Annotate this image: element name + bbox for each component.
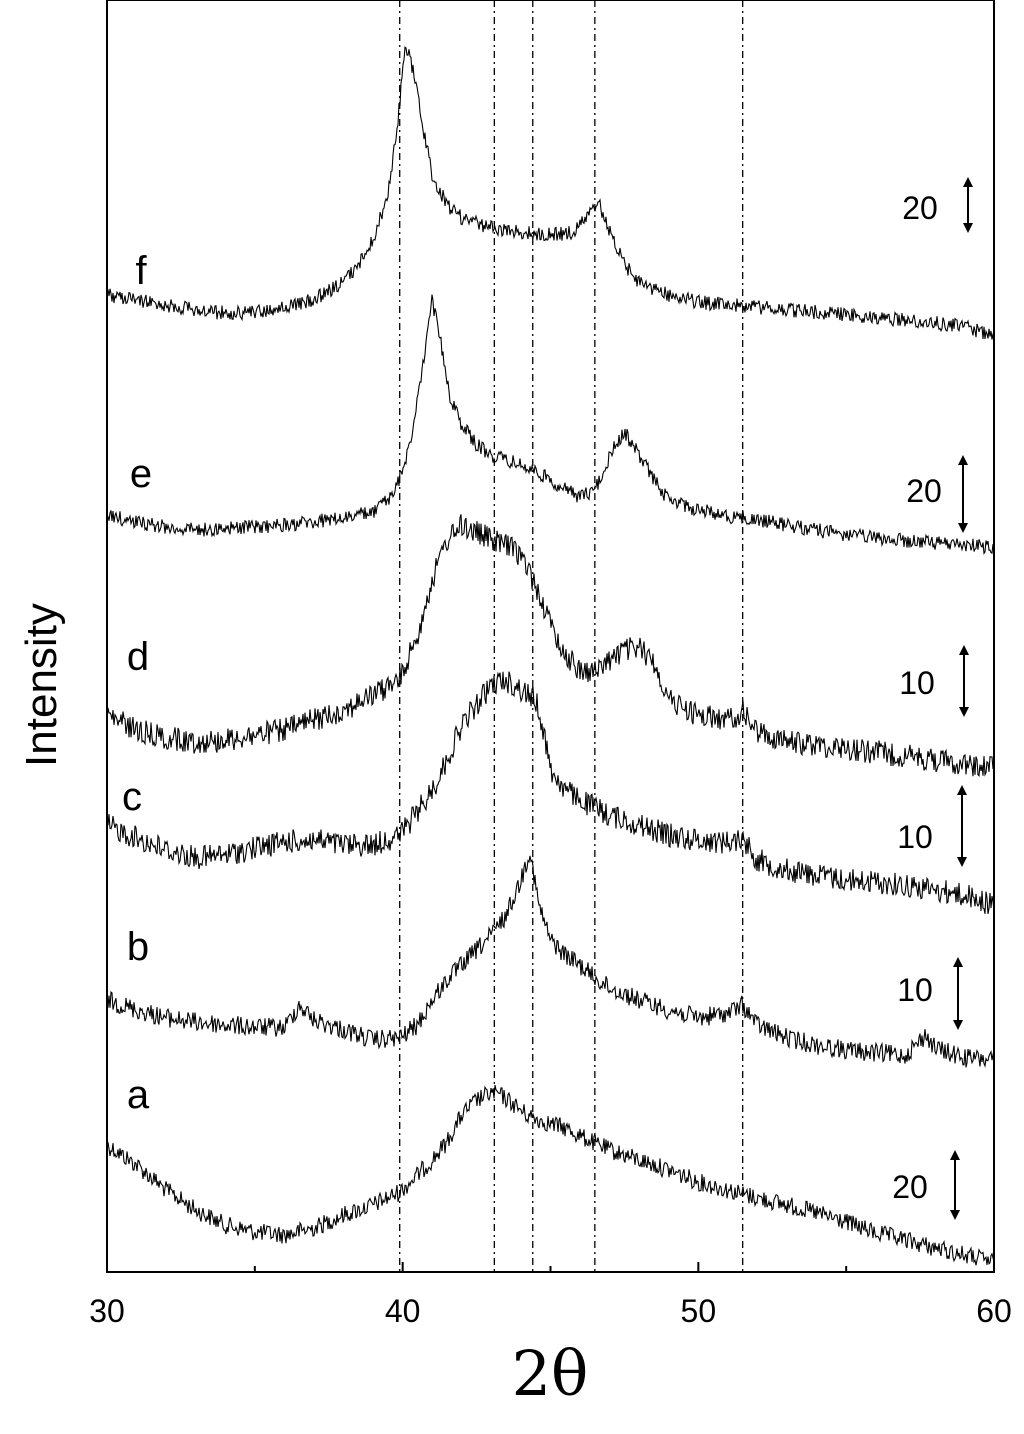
y-axis-label: Intensity xyxy=(17,603,66,767)
series-label-d: d xyxy=(127,635,149,679)
scale-bar-label: 20 xyxy=(892,1169,928,1205)
plot-frame xyxy=(106,0,995,1273)
scale-bar-label: 20 xyxy=(906,473,942,509)
x-axis-label: 2θ xyxy=(512,1337,589,1410)
series-label-b: b xyxy=(127,925,149,969)
x-tick-label: 30 xyxy=(89,1293,125,1329)
series-label-a: a xyxy=(127,1073,150,1117)
scale-bar-label: 10 xyxy=(899,665,935,701)
series-label-e: e xyxy=(130,452,152,496)
series-label-c: c xyxy=(122,775,142,819)
x-tick-label: 60 xyxy=(976,1293,1012,1329)
series-c-line xyxy=(106,671,995,915)
series-label-f: f xyxy=(135,249,147,293)
series-f-line xyxy=(106,46,995,340)
scale-bar-label: 20 xyxy=(902,190,938,226)
series-d-line xyxy=(106,514,995,777)
series-a-line xyxy=(106,1084,995,1266)
series-e-line xyxy=(106,294,995,555)
scale-bar-label: 10 xyxy=(897,972,933,1008)
series-b-line xyxy=(106,855,995,1068)
scale-bar-label: 10 xyxy=(897,819,933,855)
x-tick-label: 40 xyxy=(385,1293,421,1329)
x-tick-label: 50 xyxy=(681,1293,717,1329)
